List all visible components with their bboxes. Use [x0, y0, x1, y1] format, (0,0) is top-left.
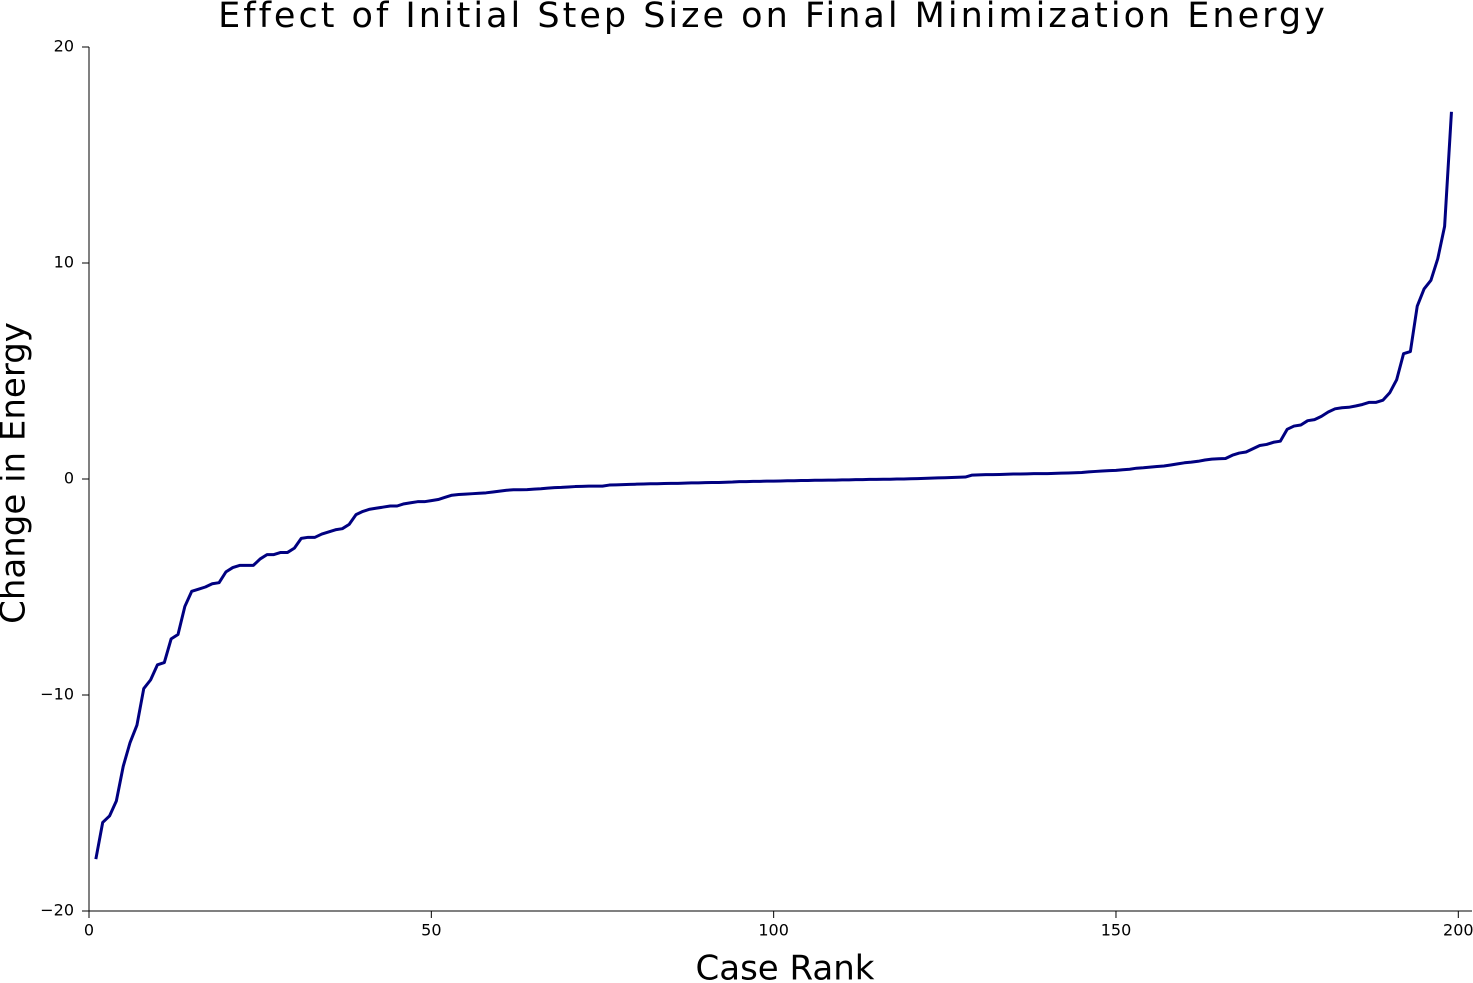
data-line: [94, 111, 1453, 860]
x-axis-label: Case Rank: [696, 949, 875, 983]
y-tick-label: 10: [54, 253, 74, 272]
y-tick-label: −10: [40, 685, 74, 704]
x-tick-label: 150: [1101, 921, 1132, 940]
x-tick-label: 0: [84, 921, 94, 940]
y-tick-label: 20: [54, 37, 74, 56]
x-tick-label: 200: [1443, 921, 1473, 940]
x-tick-label: 50: [421, 921, 441, 940]
chart-title: Effect of Initial Step Size on Final Min…: [218, 0, 1328, 36]
y-tick-label: −20: [40, 901, 74, 920]
y-axis-label: Change in Energy: [0, 322, 34, 624]
y-tick-label: 0: [64, 469, 74, 488]
x-tick-label: 100: [758, 921, 789, 940]
